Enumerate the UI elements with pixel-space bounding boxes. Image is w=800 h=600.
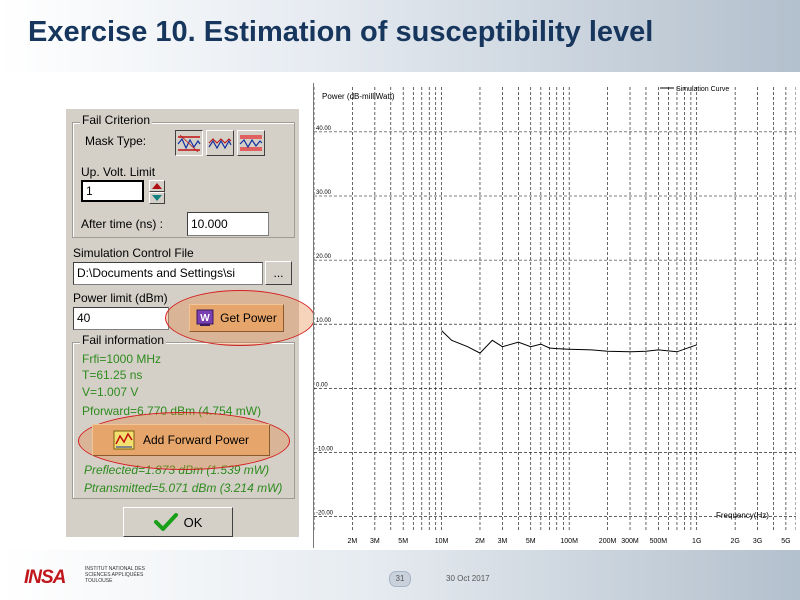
power-meter-icon: W <box>196 309 214 326</box>
fail-information-title: Fail information <box>80 333 167 347</box>
spin-up-icon <box>152 183 162 189</box>
fail-criterion-title: Fail Criterion <box>80 113 153 127</box>
x-tick-label: 5M <box>526 538 536 545</box>
x-tick-label: 500M <box>650 538 668 545</box>
x-tick-label: 5G <box>781 538 790 545</box>
x-tick-label: 200M <box>599 538 617 545</box>
add-forward-power-button[interactable]: Add Forward Power <box>92 424 270 456</box>
power-limit-label: Power limit (dBm) <box>73 291 168 305</box>
svg-text:W: W <box>200 313 210 324</box>
x-tick-label: 3M <box>370 538 380 545</box>
after-time-input[interactable]: 10.000 <box>187 212 269 236</box>
x-tick-label: 3M <box>498 538 508 545</box>
frfi-text: Frfi=1000 MHz <box>82 352 162 366</box>
mask-type-label: Mask Type: <box>85 134 147 148</box>
x-tick-label: 1G <box>692 538 701 545</box>
ok-label: OK <box>183 514 203 530</box>
y-tick-label: -10.00 <box>316 446 334 452</box>
x-axis-label: Frequency(Hz) <box>716 511 769 520</box>
y-tick-label: 30.00 <box>316 190 332 196</box>
slide-header <box>0 0 800 72</box>
get-power-button[interactable]: W Get Power <box>189 304 284 332</box>
power-chart-svg: 40.00 30.00 20.00 10.00 0.00 -10.00 -20.00 2M 3… <box>313 86 797 545</box>
add-forward-power-label: Add Forward Power <box>142 433 250 447</box>
x-tick-label: 3G <box>753 538 762 545</box>
checkmark-icon <box>153 513 178 531</box>
legend-entry: Simulation Curve <box>676 86 729 93</box>
spin-down-button[interactable] <box>149 192 165 204</box>
x-tick-label: 2G <box>730 538 739 545</box>
power-chart: 40.00 30.00 20.00 10.00 0.00 -10.00 -20.00 2M 3… <box>313 83 797 548</box>
insa-logo: INSA <box>24 567 66 588</box>
slide-date: 30 Oct 2017 <box>446 574 490 583</box>
y-tick-label: 0.00 <box>316 382 328 388</box>
simulation-control-label: Simulation Control File <box>73 246 194 260</box>
up-volt-limit-input[interactable]: 1 <box>81 180 144 202</box>
y-axis-label: Power (dB-milliWatt) <box>322 92 395 101</box>
after-time-label: After time (ns) : <box>81 217 164 231</box>
chart-add-icon <box>113 430 135 450</box>
simulation-control-input[interactable]: D:\Documents and Settings\si <box>73 262 263 285</box>
mask-type-2-icon <box>208 138 232 150</box>
voltage-text: V=1.007 V <box>82 385 139 399</box>
browse-button[interactable]: ... <box>265 261 292 285</box>
y-tick-label: 10.00 <box>316 318 332 324</box>
insa-logo-text: INSTITUT NATIONAL DES SCIENCES APPLIQUÉE… <box>85 566 145 584</box>
simulation-curve-line <box>441 330 697 354</box>
y-tick-label: -20.00 <box>316 511 334 517</box>
x-tick-label: 2M <box>348 538 358 545</box>
ptransmitted-text: Ptransmitted=5.071 dBm (3.214 mW) <box>84 481 283 495</box>
power-limit-input[interactable]: 40 <box>73 307 169 330</box>
y-tick-label: 40.00 <box>316 126 332 132</box>
x-tick-label: 300M <box>621 538 639 545</box>
mask-type-3-icon <box>239 135 263 151</box>
mask-type-button-3[interactable] <box>237 130 265 156</box>
y-tick-label: 20.00 <box>316 254 332 260</box>
slide-title: Exercise 10. Estimation of susceptibilit… <box>28 16 654 48</box>
spin-up-button[interactable] <box>149 180 165 192</box>
mask-type-button-1[interactable] <box>175 130 203 156</box>
ok-button[interactable]: OK <box>123 507 233 537</box>
x-tick-label: 100M <box>560 538 578 545</box>
mask-type-button-2[interactable] <box>206 130 234 156</box>
x-tick-label: 2M <box>475 538 485 545</box>
fail-information-group <box>72 342 295 499</box>
time-text: T=61.25 ns <box>82 368 143 382</box>
mask-type-1-icon <box>177 134 201 153</box>
get-power-label: Get Power <box>220 311 277 325</box>
fail-criterion-group <box>72 122 295 238</box>
spin-down-icon <box>152 195 162 201</box>
up-volt-limit-label: Up. Volt. Limit <box>81 165 156 179</box>
page-number: 31 <box>389 571 411 587</box>
x-tick-label: 5M <box>398 538 408 545</box>
x-tick-label: 10M <box>435 538 449 545</box>
